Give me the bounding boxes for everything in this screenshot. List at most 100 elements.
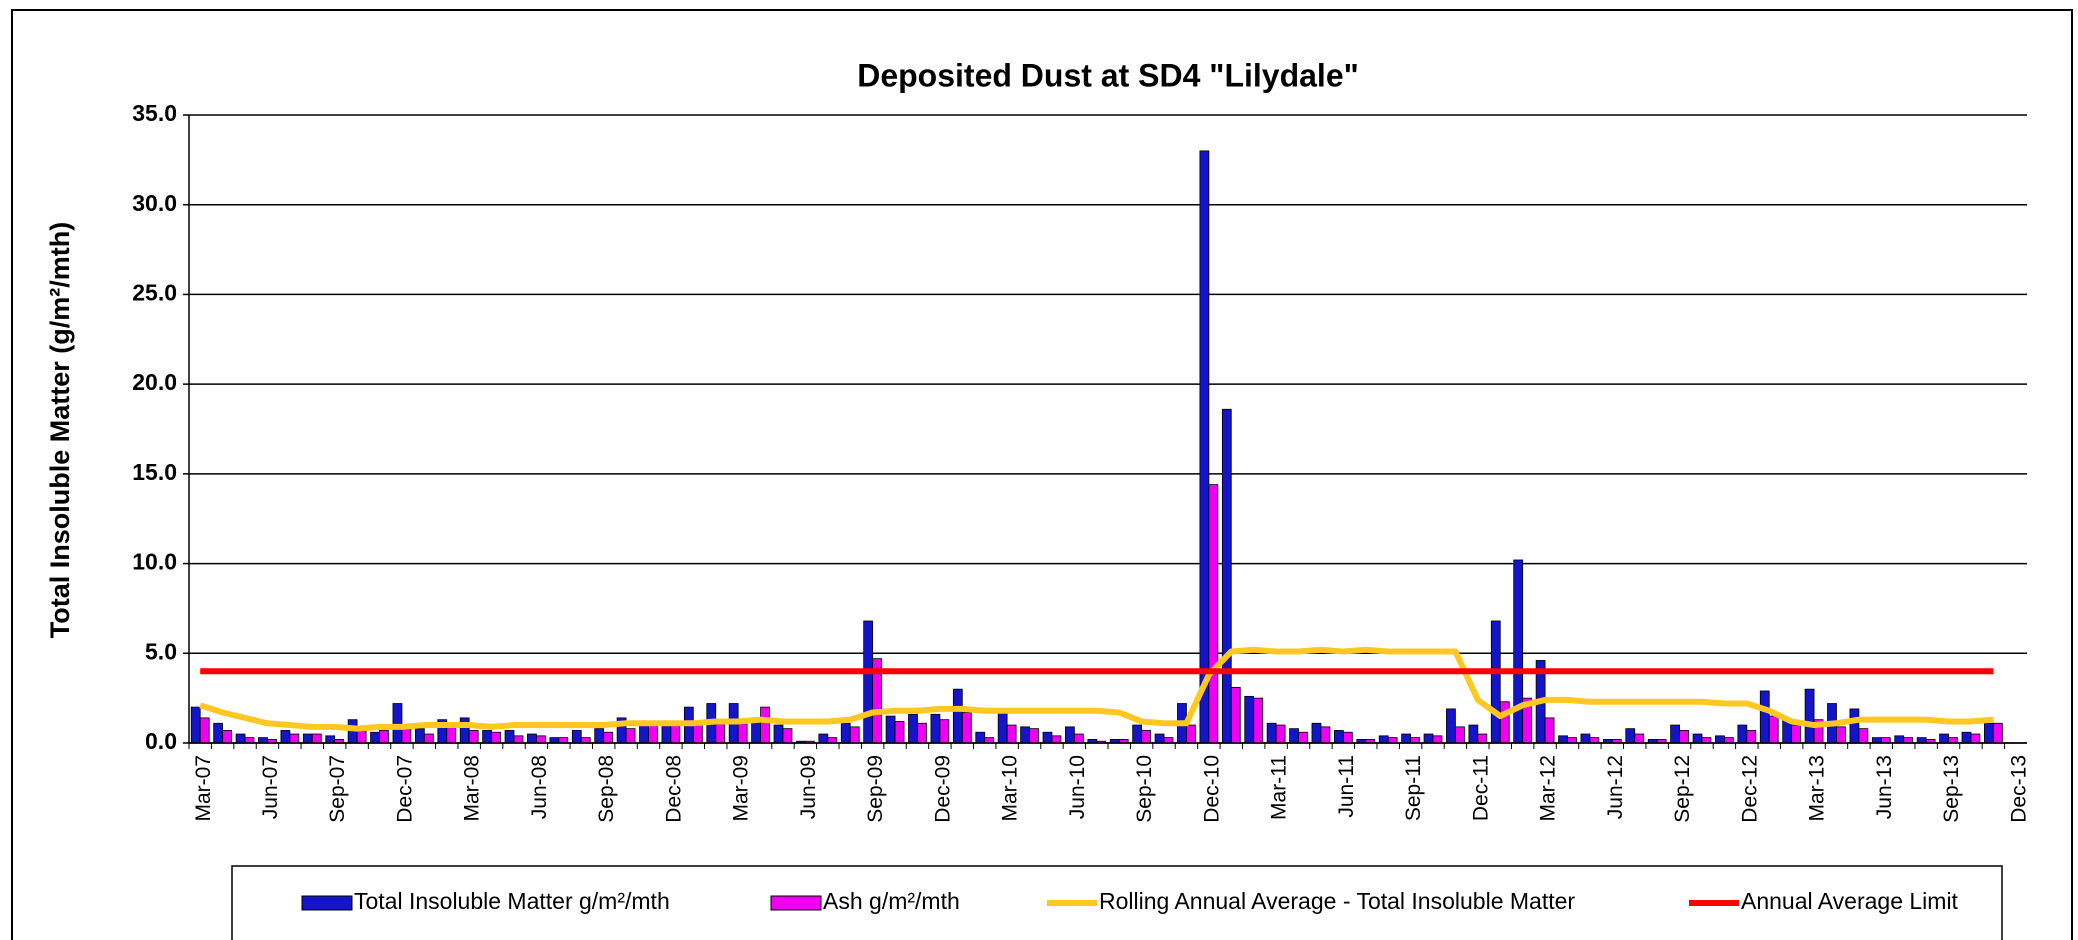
y-tick-label: 0.0: [145, 728, 177, 754]
bar: [392, 703, 403, 744]
bar: [1858, 728, 1869, 744]
bar: [325, 735, 336, 744]
x-tick-label: Mar-07: [192, 755, 215, 822]
chart-title: Deposited Dust at SD4 "Lilydale": [857, 57, 1359, 93]
bar: [1432, 735, 1443, 744]
bar: [558, 737, 569, 744]
bar: [423, 733, 434, 744]
bar: [773, 724, 784, 744]
bar: [930, 713, 941, 744]
x-tick-label: Sep-08: [595, 755, 618, 823]
x-tick-label: Mar-09: [730, 755, 753, 822]
bar: [670, 724, 681, 744]
bar: [311, 733, 322, 744]
bar: [1289, 728, 1299, 744]
bar: [1970, 733, 1981, 744]
bar: [491, 731, 501, 744]
bar: [1768, 715, 1779, 744]
y-tick-label: 10.0: [132, 549, 177, 575]
bar: [625, 728, 636, 744]
legend-swatch: [301, 895, 353, 911]
x-tick-label: Sep-13: [1940, 755, 1963, 823]
bar: [894, 721, 905, 744]
bar: [1589, 737, 1600, 744]
bar: [459, 717, 470, 744]
chart-frame: [11, 9, 2073, 940]
bar: [549, 737, 560, 744]
bar: [917, 722, 927, 744]
bar: [863, 620, 874, 744]
bar: [715, 721, 726, 744]
bar: [1186, 724, 1196, 744]
bar: [190, 706, 201, 744]
x-tick-label: Sep-07: [326, 755, 349, 823]
x-tick-label: Mar-11: [1268, 755, 1291, 820]
x-tick-label: Jun-09: [797, 755, 820, 819]
bar: [1230, 686, 1241, 744]
bar: [1916, 737, 1927, 744]
bar: [1221, 408, 1232, 744]
x-tick-label: Mar-12: [1537, 755, 1560, 822]
bar: [1387, 737, 1398, 744]
bar: [760, 706, 770, 744]
bar: [1208, 484, 1219, 744]
bar: [1992, 722, 2003, 744]
bar: [1679, 730, 1689, 744]
bar: [1737, 724, 1748, 744]
bar: [1020, 726, 1030, 744]
bar: [1051, 735, 1062, 744]
bar: [1311, 722, 1322, 744]
legend-label: Annual Average Limit: [1741, 888, 1959, 914]
bar: [939, 719, 950, 744]
bar: [1513, 559, 1524, 744]
bar: [1903, 737, 1914, 744]
y-tick-label: 5.0: [145, 638, 177, 664]
x-tick-label: Dec-09: [931, 755, 954, 823]
bar: [1939, 733, 1949, 744]
bar: [1199, 150, 1210, 744]
bar: [1580, 733, 1591, 744]
y-tick-label: 25.0: [132, 280, 177, 306]
bar: [536, 735, 546, 744]
bar: [1701, 737, 1712, 744]
bar: [961, 712, 972, 744]
bar: [975, 731, 986, 744]
bar: [1558, 735, 1568, 744]
x-tick-label: Sep-12: [1671, 755, 1694, 823]
y-tick-label: 20.0: [132, 369, 177, 395]
bar: [1042, 731, 1053, 744]
bar: [414, 728, 425, 744]
bar: [1634, 733, 1645, 744]
bar: [1746, 730, 1757, 744]
bar: [1423, 733, 1434, 744]
bar: [1446, 708, 1456, 744]
x-tick-label: Dec-08: [662, 755, 685, 823]
bar: [199, 717, 210, 744]
bar: [1961, 731, 1972, 744]
bar: [258, 737, 268, 744]
x-tick-label: Dec-07: [393, 755, 416, 823]
bar: [840, 722, 851, 744]
x-tick-label: Jun-08: [528, 755, 551, 819]
line-series: [199, 646, 1994, 732]
bar: [1298, 731, 1308, 744]
y-tick-label: 35.0: [132, 100, 177, 126]
legend-label: Total Insoluble Matter g/m²/mth: [354, 888, 670, 914]
bar: [1065, 726, 1075, 744]
legend-label: Ash g/m²/mth: [823, 888, 960, 914]
bar: [1692, 733, 1703, 744]
bar: [1006, 724, 1017, 744]
bar: [1244, 695, 1255, 744]
bar: [952, 688, 963, 744]
legend-swatch: [770, 895, 822, 911]
bar: [782, 728, 793, 744]
bar: [1759, 690, 1770, 744]
x-tick-label: Dec-11: [1469, 755, 1492, 821]
bar: [1670, 724, 1680, 744]
bar: [603, 731, 614, 744]
bar: [1804, 688, 1815, 744]
bar: [1141, 730, 1151, 744]
bar: [648, 724, 658, 744]
bar: [1499, 701, 1510, 744]
bar: [818, 733, 829, 744]
